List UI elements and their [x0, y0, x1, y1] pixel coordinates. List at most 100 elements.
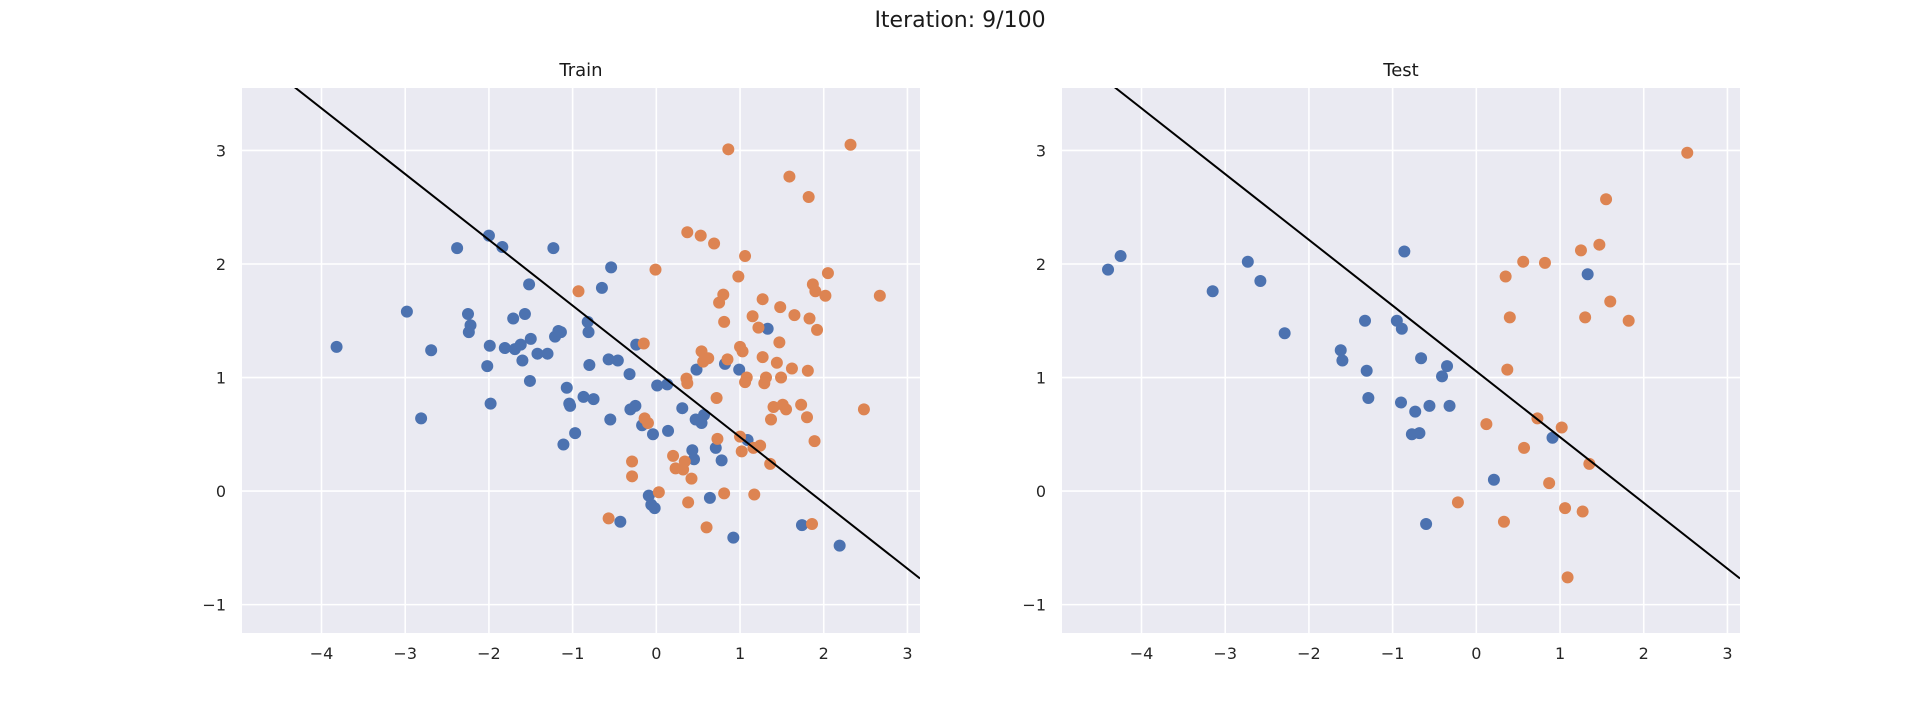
train-point-class-0 [605, 261, 618, 274]
test-point-class-1 [1555, 421, 1568, 434]
test-xtick-label: 1 [1555, 644, 1565, 663]
train-point-class-1 [710, 391, 723, 404]
test-ytick-label: 3 [1036, 141, 1046, 160]
train-point-class-1 [806, 518, 819, 530]
train-point-class-0 [623, 368, 636, 381]
train-point-class-0 [709, 441, 722, 454]
test-point-class-0 [1581, 268, 1594, 281]
train-ytick-label: 0 [216, 482, 226, 501]
test-point-class-1 [1604, 295, 1617, 308]
test-point-class-0 [1362, 391, 1375, 404]
train-point-class-0 [686, 444, 699, 457]
train-point-class-1 [711, 432, 724, 445]
train-point-class-0 [646, 428, 659, 441]
train-point-class-1 [765, 413, 778, 426]
train-title: Train [558, 60, 602, 81]
test-point-class-0 [1423, 399, 1436, 412]
test-point-class-1 [1518, 441, 1531, 454]
train-point-class-0 [547, 242, 560, 255]
train-plot-area [242, 88, 920, 633]
test-xtick-label: 0 [1471, 644, 1481, 663]
train-point-class-1 [774, 301, 787, 314]
train-point-class-1 [681, 226, 694, 239]
train-point-class-0 [560, 381, 573, 394]
train-point-class-1 [717, 288, 730, 301]
test-point-class-1 [1497, 515, 1510, 528]
train-point-class-1 [708, 237, 721, 250]
train-point-class-0 [611, 354, 624, 367]
test-point-class-0 [1102, 263, 1115, 276]
train-point-class-1 [678, 455, 691, 468]
train-point-class-1 [746, 310, 759, 323]
train-point-class-1 [795, 398, 808, 411]
train-point-class-0 [569, 427, 582, 440]
train-point-class-1 [722, 143, 735, 156]
test-point-class-0 [1395, 322, 1408, 335]
train-point-class-1 [764, 457, 777, 470]
train-point-class-0 [498, 342, 511, 355]
train-point-class-1 [803, 312, 816, 325]
train-point-class-1 [767, 401, 780, 414]
train-point-class-1 [694, 229, 707, 242]
train-point-class-0 [577, 390, 590, 403]
train-point-class-0 [518, 307, 531, 320]
train-point-class-0 [462, 307, 474, 320]
train-point-class-1 [783, 170, 796, 183]
train-ytick-label: 3 [216, 141, 226, 160]
train-point-class-0 [541, 347, 554, 360]
train-point-class-1 [773, 336, 786, 349]
train-point-class-1 [801, 364, 814, 377]
train-xtick-label: 3 [902, 644, 912, 663]
test-point-class-1 [1622, 314, 1635, 327]
test-point-class-1 [1451, 496, 1464, 509]
train-point-class-1 [721, 353, 734, 366]
train-point-class-1 [681, 377, 694, 390]
train-point-class-1 [736, 345, 749, 358]
test-ytick-label: 2 [1036, 255, 1046, 274]
train-point-class-1 [809, 285, 822, 298]
test-point-class-0 [1413, 427, 1426, 440]
train-point-class-0 [833, 539, 846, 552]
train-xtick-label: −2 [477, 644, 501, 663]
train-point-class-1 [780, 403, 793, 416]
test-point-class-0 [1398, 245, 1411, 258]
train-point-class-0 [484, 397, 497, 410]
train-xtick-label: −1 [561, 644, 585, 663]
train-point-class-0 [496, 240, 509, 253]
train-point-class-1 [739, 250, 752, 263]
train-point-class-0 [688, 453, 700, 466]
train-point-class-0 [523, 374, 536, 387]
test-point-class-1 [1583, 457, 1596, 470]
test-point-class-1 [1574, 244, 1587, 257]
train-point-class-1 [685, 472, 698, 485]
test-ytick-label: 0 [1036, 482, 1046, 501]
train-point-class-0 [330, 340, 343, 353]
test-point-class-0 [1409, 405, 1422, 418]
test-chart: Test −4 −3 −2 −1 0 1 2 3 −1 0 1 2 3 [1022, 60, 1740, 663]
test-point-class-1 [1503, 311, 1516, 324]
train-point-class-1 [802, 191, 815, 203]
train-point-class-0 [514, 338, 527, 351]
train-point-class-1 [700, 521, 713, 534]
train-xtick-label: 0 [651, 644, 661, 663]
test-point-class-1 [1543, 477, 1556, 490]
test-point-class-0 [1254, 275, 1267, 288]
test-point-class-0 [1334, 344, 1347, 357]
train-point-class-1 [770, 356, 783, 369]
train-point-class-1 [759, 371, 772, 384]
train-point-class-1 [857, 403, 870, 416]
train-point-class-0 [715, 454, 728, 467]
train-point-class-0 [648, 502, 661, 515]
test-ytick-label: −1 [1022, 596, 1046, 615]
test-xtick-label: −4 [1130, 644, 1154, 663]
test-point-class-0 [1114, 250, 1127, 263]
test-xtick-label: 3 [1722, 644, 1732, 663]
train-point-class-1 [740, 371, 753, 384]
figure-title: Iteration: 9/100 [874, 8, 1046, 33]
train-point-class-1 [819, 289, 832, 302]
train-point-class-1 [735, 445, 748, 458]
train-point-class-0 [582, 326, 595, 339]
train-decision-boundary [294, 88, 920, 580]
train-point-class-1 [649, 263, 662, 276]
